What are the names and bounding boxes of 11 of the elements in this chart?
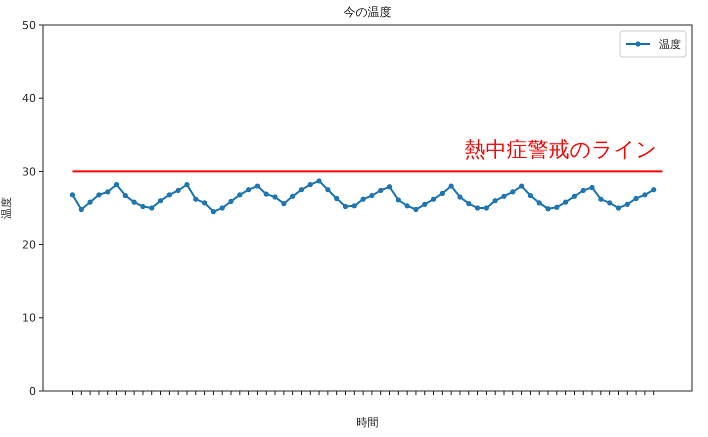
ref-line-label: 熱中症警戒のライン: [464, 137, 658, 162]
chart-title: 今の温度: [344, 5, 392, 19]
y-tick-label: 0: [29, 384, 36, 398]
y-tick-label: 20: [22, 238, 36, 252]
y-tick-label: 40: [22, 92, 36, 106]
y-tick-label: 10: [22, 312, 36, 325]
y-axis-title: 温度: [0, 197, 13, 219]
x-axis-title: 時間: [356, 416, 378, 429]
y-tick-label: 50: [22, 18, 36, 32]
y-tick-label: 30: [22, 165, 36, 178]
legend-label: 温度: [659, 38, 681, 51]
